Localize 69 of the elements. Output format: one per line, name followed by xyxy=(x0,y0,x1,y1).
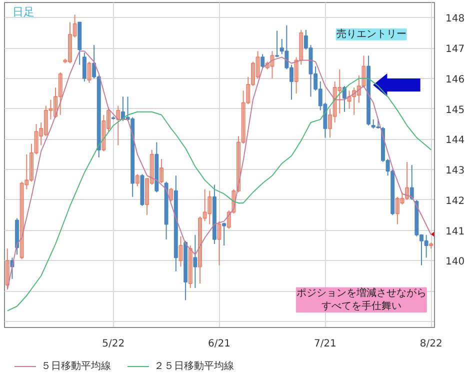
y-tick-label: 148 xyxy=(446,14,465,25)
y-tick-label: 145 xyxy=(446,104,465,116)
y-tick-label: 144 xyxy=(446,135,465,146)
candlestick xyxy=(294,56,298,94)
candlestick xyxy=(150,149,154,186)
candlestick xyxy=(275,30,280,58)
candlestick xyxy=(202,188,207,222)
candlestick xyxy=(250,61,255,87)
y-tick-label: 146 xyxy=(446,74,465,86)
candlestick xyxy=(58,72,62,116)
candlestick xyxy=(246,76,250,105)
annotation: ポジションを増減させながらすべてを手仕舞い xyxy=(296,286,426,312)
annotation: 売りエントリー xyxy=(336,28,406,40)
candlestick xyxy=(405,161,410,200)
y-tick-label: 142 xyxy=(446,196,465,207)
legend-label: ５日移動平均線 xyxy=(41,360,111,373)
candlestick xyxy=(236,136,241,193)
y-tick-label: 140 xyxy=(446,256,465,268)
candlestick xyxy=(82,52,86,82)
candlestick xyxy=(68,22,72,64)
x-tick-label: 5/22 xyxy=(102,338,125,350)
candlestick xyxy=(429,242,434,250)
candlestick xyxy=(145,178,150,216)
candlestick xyxy=(20,181,24,260)
candlestick xyxy=(24,154,29,190)
y-tick-label: 147 xyxy=(446,44,465,56)
candlestick xyxy=(400,192,404,205)
legend-label: ２５日移動平均線 xyxy=(154,360,234,373)
candlestick xyxy=(5,248,10,289)
candlestick xyxy=(159,158,164,184)
candlestick xyxy=(87,61,92,84)
candlestick xyxy=(256,50,260,79)
line-series xyxy=(6,78,432,312)
x-tick-label: 8/22 xyxy=(420,338,442,350)
candlestick xyxy=(102,114,106,152)
x-tick-label: 6/21 xyxy=(208,338,230,350)
candlestick xyxy=(270,50,274,79)
candlestick xyxy=(193,234,198,289)
candlestick xyxy=(226,210,231,230)
candlestick xyxy=(29,143,34,182)
candlestick xyxy=(260,54,265,68)
candlestick xyxy=(208,190,212,225)
y-tick-label: 143 xyxy=(446,166,465,177)
candlestick xyxy=(48,99,53,120)
candlestick xyxy=(44,105,48,137)
candlestick xyxy=(63,58,68,64)
x-tick-label: 7/21 xyxy=(314,338,336,350)
candlestick xyxy=(395,196,400,225)
candlestick xyxy=(222,222,226,246)
candlestick xyxy=(34,123,38,155)
candlestick xyxy=(299,29,304,66)
chart-title: 日足 xyxy=(12,6,34,18)
candlestick xyxy=(328,108,332,138)
candlestick xyxy=(169,187,174,202)
candlestick xyxy=(54,87,58,118)
candlestick xyxy=(217,220,222,266)
candlestick xyxy=(106,106,110,132)
candlestick xyxy=(332,80,337,123)
candlestick xyxy=(72,14,77,38)
y-tick-label: 141 xyxy=(446,226,465,238)
candlestick xyxy=(241,90,246,144)
candlestick xyxy=(188,244,192,289)
candlestick xyxy=(338,68,342,114)
candlestick xyxy=(39,122,44,146)
candlestick xyxy=(362,55,366,88)
candlestick xyxy=(135,174,140,187)
candlestick xyxy=(178,236,183,268)
candlestick xyxy=(410,164,414,200)
candlestick xyxy=(198,216,202,284)
